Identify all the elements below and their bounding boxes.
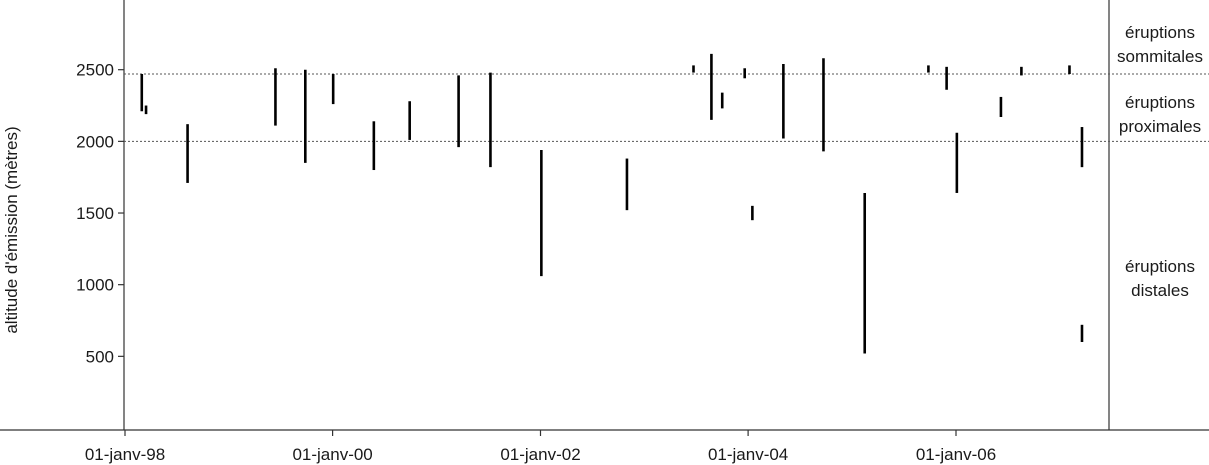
eruption-segments [140, 53, 1084, 354]
x-tick-label: 01-janv-06 [916, 445, 996, 464]
x-axis-ticks: 01-janv-98 01-janv-00 01-janv-02 01-janv-04… [85, 430, 996, 464]
y-tick-label: 2500 [76, 61, 114, 80]
zone-label: distales [1131, 281, 1189, 300]
zone-label: éruptions [1125, 23, 1195, 42]
zone-label: éruptions [1125, 93, 1195, 112]
x-tick-label: 01-janv-02 [500, 445, 580, 464]
zone-label: sommitales [1117, 47, 1203, 66]
y-tick-label: 500 [86, 347, 114, 366]
x-tick-label: 01-janv-04 [708, 445, 788, 464]
y-axis-title: altitude d'émission (mètres) [2, 126, 21, 333]
y-tick-label: 1000 [76, 276, 114, 295]
x-tick-label: 01-janv-00 [292, 445, 372, 464]
plot-frame [0, 0, 1209, 431]
zone-label: éruptions [1125, 257, 1195, 276]
reference-lines [124, 73, 1209, 142]
y-tick-label: 2000 [76, 132, 114, 151]
zone-label: proximales [1119, 117, 1201, 136]
y-tick-label: 1500 [76, 204, 114, 223]
y-axis-ticks: 500 1000 1500 2000 2500 [76, 61, 124, 366]
zone-labels: éruptions sommitales éruptions proximales ér… [1117, 23, 1203, 300]
x-tick-label: 01-janv-98 [85, 445, 165, 464]
